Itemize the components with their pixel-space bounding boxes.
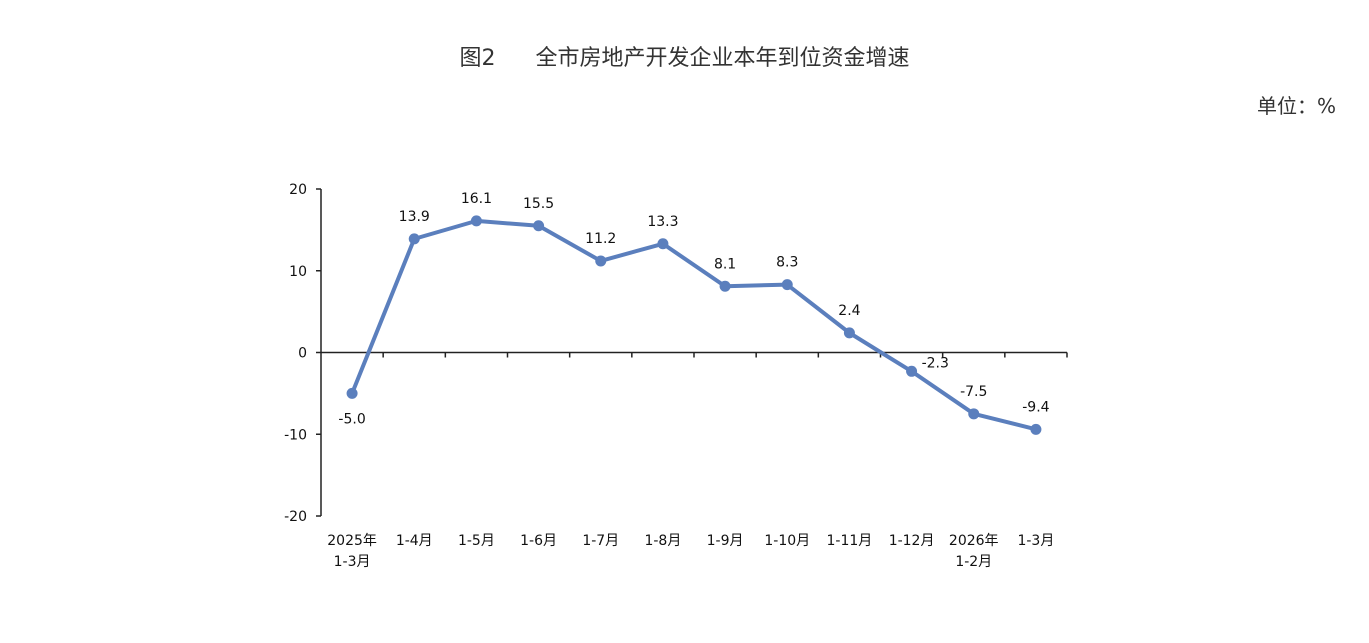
data-point <box>533 220 545 232</box>
x-tick-label: 1-8月 <box>644 533 681 549</box>
x-tick-label: 1-7月 <box>582 533 619 549</box>
data-label: -5.0 <box>338 411 365 427</box>
figure-number: 图2 <box>459 46 496 71</box>
series-line <box>350 218 1038 432</box>
data-label: 13.9 <box>399 209 430 225</box>
unit-label: 单位：% <box>1256 94 1336 118</box>
data-label: 2.4 <box>838 303 860 319</box>
chart-title: 图2 全市房地产开发企业本年到位资金增速 <box>0 40 1369 72</box>
data-label: -2.3 <box>922 355 949 371</box>
data-label: -9.4 <box>1022 399 1049 415</box>
data-point <box>1030 423 1042 435</box>
x-tick-label: 1-9月 <box>707 533 744 549</box>
x-tick-label: 1-6月 <box>520 533 557 549</box>
chart-title-text: 全市房地产开发企业本年到位资金增速 <box>535 46 910 71</box>
y-tick-label: 10 <box>289 264 307 280</box>
data-label: -7.5 <box>960 384 987 400</box>
x-tick-label: 2026年 1-2月 <box>949 533 999 570</box>
x-tick-label: 2025年 1-3月 <box>327 533 377 570</box>
y-tick-label: 20 <box>289 182 307 198</box>
data-label: 11.2 <box>585 231 616 247</box>
x-tick-label: 1-11月 <box>827 533 873 549</box>
data-label: 15.5 <box>523 196 554 212</box>
data-point <box>346 387 358 399</box>
x-tick-label: 1-4月 <box>396 533 433 549</box>
y-tick-label: 0 <box>298 346 307 362</box>
data-point <box>470 215 482 227</box>
x-tick-label: 1-12月 <box>889 533 935 549</box>
data-point <box>595 255 607 267</box>
data-point <box>781 279 793 291</box>
data-point <box>657 238 669 250</box>
data-label: 8.1 <box>714 256 736 272</box>
data-point <box>968 408 980 420</box>
data-point <box>719 280 731 292</box>
data-label: 13.3 <box>647 214 678 230</box>
x-tick-label: 1-5月 <box>458 533 495 549</box>
y-tick-label: -20 <box>284 509 307 525</box>
x-tick-label: 1-10月 <box>764 533 810 549</box>
data-point <box>408 233 420 245</box>
data-point <box>843 327 855 339</box>
data-point <box>906 365 918 377</box>
x-tick-label: 1-3月 <box>1017 533 1054 549</box>
y-tick-label: -10 <box>284 427 307 443</box>
data-label: 8.3 <box>776 255 798 271</box>
data-label: 16.1 <box>461 191 492 207</box>
